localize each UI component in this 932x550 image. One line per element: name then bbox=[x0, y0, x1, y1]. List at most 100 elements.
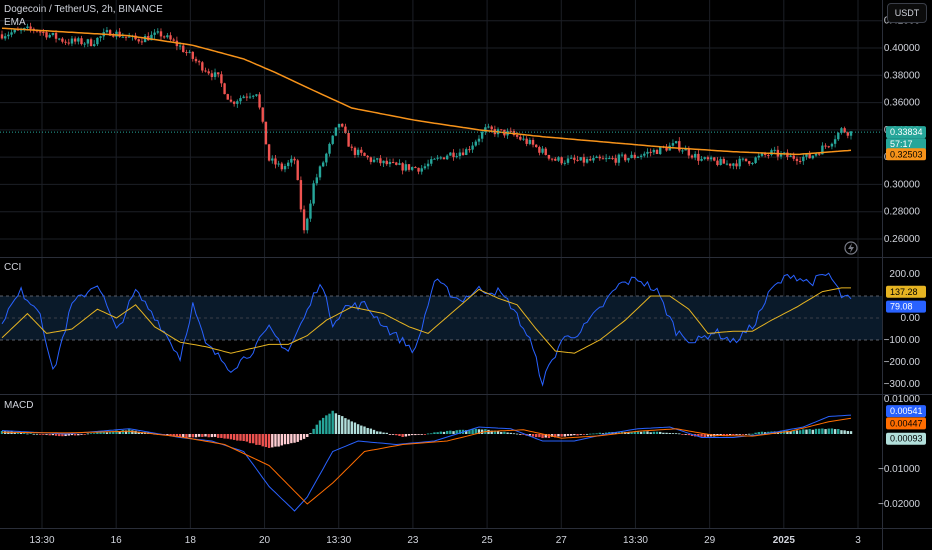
candle-body bbox=[337, 123, 341, 128]
macd-histogram-bar bbox=[255, 434, 258, 445]
macd-histogram-bar bbox=[598, 432, 601, 434]
macd-histogram-bar bbox=[744, 434, 748, 435]
candle-body bbox=[407, 164, 411, 170]
macd-histogram-bar bbox=[519, 434, 522, 435]
candle-body bbox=[255, 94, 258, 96]
candle-body bbox=[54, 32, 58, 39]
candle-body bbox=[391, 161, 395, 163]
candle-body bbox=[515, 135, 519, 137]
macd-histogram-bar bbox=[42, 434, 45, 435]
macd-axis-ticks[interactable]: 0.01000 −0.01000 −0.02000 bbox=[878, 394, 920, 510]
candle-body bbox=[217, 72, 220, 75]
macd-histogram-bar bbox=[554, 434, 557, 438]
macd-histogram-bar bbox=[760, 431, 764, 434]
macd-histogram-bar bbox=[86, 433, 90, 435]
macd-histogram-bar bbox=[627, 432, 630, 434]
macd-histogram-bar bbox=[728, 434, 732, 436]
candle-body bbox=[557, 157, 560, 161]
macd-histogram-bar bbox=[512, 433, 516, 435]
time-axis-label: 16 bbox=[111, 535, 123, 546]
time-axis-ticks[interactable]: 13:30 16 18 20 13:30 23 25 27 13:30 29 2025 3 bbox=[29, 535, 861, 546]
macd-histogram-bar bbox=[798, 430, 802, 434]
candle-body bbox=[16, 29, 20, 31]
candle-body bbox=[118, 31, 121, 37]
candle-body bbox=[220, 74, 223, 84]
macd-histogram-bar bbox=[544, 434, 547, 438]
macd-histogram-bar bbox=[662, 432, 665, 434]
candle-body bbox=[277, 163, 280, 165]
macd-histogram-bar bbox=[849, 431, 853, 434]
macd-histogram-bar bbox=[239, 434, 242, 441]
macd-histogram-bar bbox=[795, 430, 799, 434]
currency-button[interactable]: USDT bbox=[887, 3, 927, 23]
candle-body bbox=[236, 101, 239, 104]
macd-histogram-bar bbox=[172, 434, 175, 437]
macd-histogram-bar bbox=[261, 434, 264, 447]
candle-body bbox=[608, 158, 611, 160]
candle-body bbox=[738, 158, 741, 167]
macd-histogram-bar bbox=[58, 434, 61, 437]
candle-body bbox=[369, 157, 373, 162]
macd-histogram-bar bbox=[538, 434, 541, 438]
candle-body bbox=[10, 32, 13, 35]
candle-body bbox=[655, 149, 659, 154]
candle-body bbox=[379, 158, 382, 164]
macd-histogram-bar bbox=[395, 434, 398, 436]
macd-histogram-bar bbox=[318, 420, 322, 434]
candle-body bbox=[169, 35, 172, 40]
macd-histogram-bar bbox=[131, 430, 134, 434]
replay-icon[interactable] bbox=[844, 241, 858, 255]
macd-histogram-bar bbox=[789, 430, 792, 434]
time-axis-label: 25 bbox=[482, 535, 494, 546]
macd-histogram-bar bbox=[61, 434, 64, 437]
candle-body bbox=[204, 70, 207, 72]
macd-histogram-bar bbox=[833, 429, 837, 434]
cci-pane[interactable]: CCI bbox=[0, 262, 882, 387]
macd-histogram-bar bbox=[639, 431, 643, 434]
candle-body bbox=[93, 44, 96, 46]
ema-legend-label: EMA bbox=[4, 17, 26, 28]
candle-body bbox=[614, 158, 617, 163]
candle-body bbox=[484, 127, 487, 132]
macd-histogram-bar bbox=[124, 430, 128, 434]
macd-histogram-bar bbox=[13, 432, 16, 434]
macd-histogram-bar bbox=[706, 434, 710, 437]
candle-body bbox=[67, 42, 70, 44]
macd-histogram-bar bbox=[344, 418, 347, 434]
cci-axis-ticks[interactable]: 200.00 0.00 −100.00 −200.00 −300.00 bbox=[884, 269, 921, 390]
macd-histogram-bar bbox=[843, 430, 846, 434]
macd-histogram-bar bbox=[458, 429, 462, 434]
macd-histogram-bar bbox=[671, 433, 675, 434]
macd-pane[interactable]: MACD bbox=[0, 400, 853, 512]
macd-value-tag: 0.00541 bbox=[886, 405, 926, 418]
macd-histogram-bar bbox=[245, 434, 249, 442]
price-pane[interactable]: Dogecoin / TetherUS, 2h, BINANCE EMA bbox=[0, 4, 882, 255]
macd-histogram-bar bbox=[32, 433, 35, 435]
candle-body bbox=[798, 160, 802, 162]
candle-body bbox=[159, 31, 163, 37]
macd-histogram-bar bbox=[455, 430, 458, 434]
macd-histogram-bar bbox=[573, 434, 576, 436]
candle-body bbox=[741, 158, 745, 160]
candle-body bbox=[283, 166, 287, 170]
macd-histogram-bar bbox=[818, 428, 821, 434]
macd-histogram-bar bbox=[547, 434, 551, 439]
chart-title: Dogecoin / TetherUS, 2h, BINANCE bbox=[4, 4, 163, 15]
candle-body bbox=[452, 152, 455, 158]
macd-histogram-bar bbox=[252, 434, 255, 444]
candle-body bbox=[617, 154, 621, 163]
candle-body bbox=[29, 26, 32, 29]
candle-body bbox=[83, 43, 86, 45]
candle-body bbox=[127, 36, 131, 38]
candle-body bbox=[646, 151, 649, 154]
candle-body bbox=[286, 162, 290, 167]
macd-histogram-bar bbox=[407, 434, 411, 436]
macd-histogram-bar bbox=[652, 431, 656, 434]
axis-tick-label: 0.40000 bbox=[884, 43, 921, 54]
candle-body bbox=[293, 158, 296, 161]
candle-body bbox=[550, 158, 554, 160]
candle-body bbox=[519, 136, 522, 140]
candle-body bbox=[242, 96, 245, 99]
candle-body bbox=[544, 148, 547, 155]
